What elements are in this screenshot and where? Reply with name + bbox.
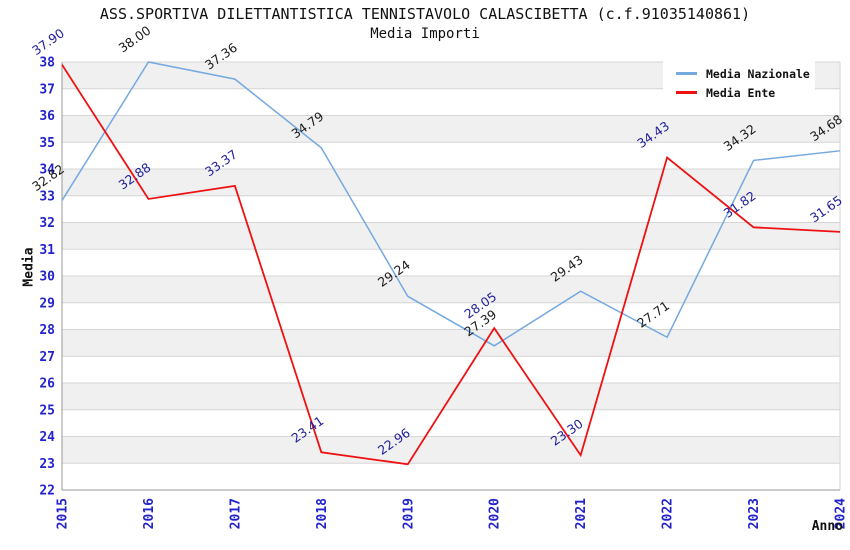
legend-swatch-media-ente bbox=[676, 91, 697, 94]
x-tick-label: 2020 bbox=[488, 498, 503, 529]
y-tick-label: 26 bbox=[39, 377, 55, 392]
legend: Media Nazionale Media Ente bbox=[663, 59, 815, 103]
x-axis-title: Anno bbox=[811, 519, 843, 534]
y-axis-title: Media bbox=[21, 247, 37, 287]
y-tick-label: 24 bbox=[39, 430, 55, 445]
point-label: 38.00 bbox=[116, 23, 154, 56]
y-tick-label: 28 bbox=[39, 323, 55, 338]
plot-band bbox=[62, 169, 840, 196]
chart-title: ASS.SPORTIVA DILETTANTISTICA TENNISTAVOL… bbox=[99, 5, 751, 23]
plot-band bbox=[62, 329, 840, 357]
legend-swatch-media-nazionale bbox=[676, 72, 697, 75]
y-tick-label: 32 bbox=[39, 216, 55, 231]
y-tick-label: 38 bbox=[39, 56, 55, 71]
y-tick-label: 36 bbox=[39, 109, 55, 124]
y-tick-label: 27 bbox=[39, 350, 55, 365]
chart-subtitle: Media Importi bbox=[370, 26, 480, 42]
point-label: 31.65 bbox=[807, 193, 845, 226]
point-label: 37.90 bbox=[29, 25, 67, 58]
legend-item-media-ente: Media Ente bbox=[676, 83, 815, 102]
y-tick-label: 22 bbox=[39, 484, 55, 499]
legend-label-media-ente: Media Ente bbox=[706, 85, 776, 100]
y-tick-label: 31 bbox=[39, 243, 55, 258]
plot-band bbox=[62, 436, 840, 464]
y-tick-label: 25 bbox=[39, 403, 55, 418]
legend-item-media-nazionale: Media Nazionale bbox=[676, 64, 815, 83]
y-tick-label: 30 bbox=[39, 270, 55, 285]
y-tick-label: 34 bbox=[39, 163, 55, 178]
x-tick-label: 2021 bbox=[574, 498, 589, 529]
x-tick-label: 2023 bbox=[747, 498, 762, 529]
x-tick-label: 2016 bbox=[142, 498, 157, 529]
plot-band bbox=[62, 115, 840, 143]
y-tick-label: 29 bbox=[39, 296, 55, 311]
legend-label-media-nazionale: Media Nazionale bbox=[706, 66, 810, 81]
x-tick-label: 2024 bbox=[834, 498, 849, 529]
series-line-media-ente bbox=[61, 64, 841, 466]
y-tick-label: 23 bbox=[39, 457, 55, 472]
y-tick-label: 33 bbox=[39, 189, 55, 204]
plot-band bbox=[62, 276, 840, 303]
plot-band bbox=[62, 222, 840, 250]
x-tick-label: 2017 bbox=[228, 498, 243, 529]
y-tick-label: 37 bbox=[39, 82, 55, 97]
x-tick-label: 2018 bbox=[315, 498, 330, 529]
x-tick-label: 2022 bbox=[661, 498, 676, 529]
series-line-media-nazionale bbox=[61, 61, 841, 347]
x-tick-label: 2015 bbox=[56, 498, 71, 529]
y-tick-label: 35 bbox=[39, 136, 55, 151]
x-tick-label: 2019 bbox=[401, 498, 416, 529]
